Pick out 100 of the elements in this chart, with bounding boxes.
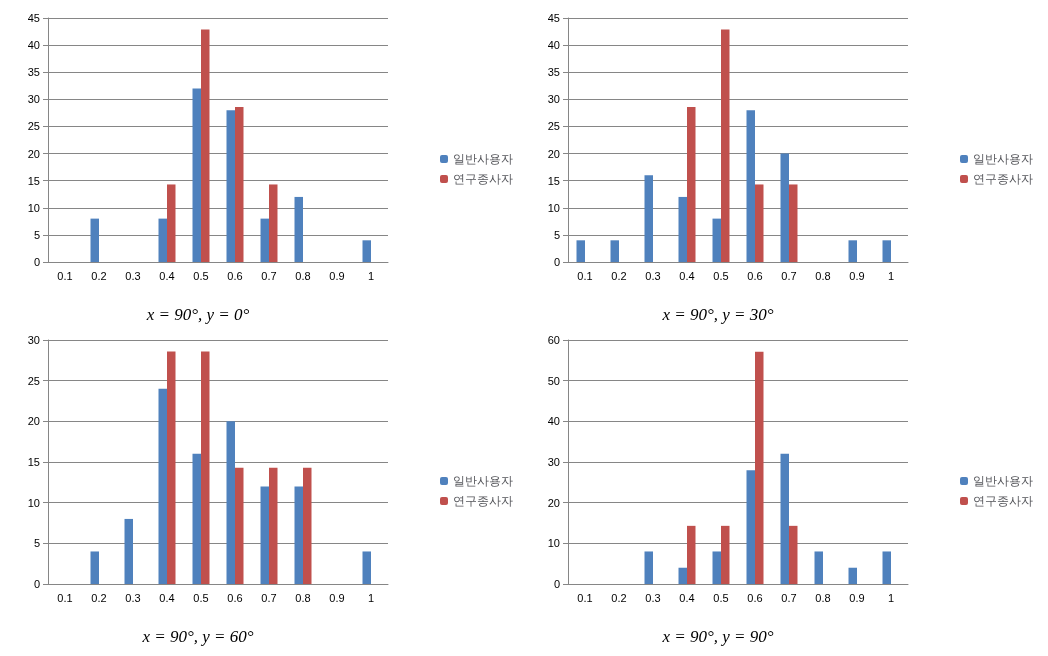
bar (362, 240, 371, 262)
legend-label: 일반사용자 (973, 474, 1033, 488)
bar (362, 551, 371, 584)
x-tick-label: 1 (367, 591, 375, 604)
bar (721, 29, 730, 262)
bar (192, 88, 201, 262)
bar (90, 218, 99, 262)
x-tick-label: 0.7 (261, 269, 277, 282)
bar (780, 453, 789, 584)
legend-label: 일반사용자 (453, 474, 513, 488)
y-tick-label: 10 (547, 537, 560, 550)
bar (201, 351, 210, 584)
x-tick-label: 0.5 (193, 269, 209, 282)
bar (644, 551, 653, 584)
x-tick-label: 0.6 (747, 591, 763, 604)
bar (294, 486, 303, 584)
x-tick-label: 1 (887, 591, 895, 604)
bar (167, 351, 176, 584)
y-tick-label: 40 (547, 415, 560, 428)
legend-label: 일반사용자 (453, 152, 513, 166)
x-tick-label: 0.3 (125, 591, 141, 604)
bar (235, 106, 244, 262)
text: x = 90°, y = 0° (145, 305, 250, 324)
bar (848, 567, 857, 584)
bar (721, 525, 730, 584)
bar (167, 184, 176, 262)
bar (260, 218, 269, 262)
x-tick-label: 0.1 (577, 269, 593, 282)
x-tick-label: 0.3 (125, 269, 141, 282)
bar (269, 184, 278, 262)
y-tick-label: 30 (27, 334, 40, 346)
bar (882, 240, 891, 262)
x-tick-label: 0.2 (91, 591, 107, 604)
bar (226, 110, 235, 262)
text: x = 90°, y = 90° (661, 627, 774, 646)
x-tick-label: 0.9 (849, 269, 865, 282)
bar (192, 453, 201, 584)
x-tick-label: 0.2 (611, 269, 627, 282)
x-tick-label: 0.4 (159, 269, 175, 282)
y-tick-label: 5 (33, 228, 40, 241)
y-tick-label: 15 (27, 174, 40, 187)
text: x = 90°, y = 30° (661, 305, 774, 324)
bar (789, 184, 798, 262)
bar (269, 467, 278, 584)
legend-label: 연구종사자 (973, 172, 1033, 186)
bar (678, 567, 687, 584)
x-tick-label: 0.6 (227, 591, 243, 604)
bar (201, 29, 210, 262)
x-tick-label: 0.2 (91, 269, 107, 282)
x-tick-label: 0.7 (781, 591, 797, 604)
bar (687, 106, 696, 262)
x-tick-label: 0.1 (57, 591, 73, 604)
bar (789, 525, 798, 584)
x-tick-label: 0.7 (261, 591, 277, 604)
y-tick-label: 5 (553, 228, 560, 241)
x-tick-label: 0.8 (815, 591, 831, 604)
x-tick-label: 0.1 (57, 269, 73, 282)
x-tick-label: 0.7 (781, 269, 797, 282)
legend-label: 연구종사자 (973, 494, 1033, 508)
y-tick-label: 25 (27, 120, 40, 133)
x-tick-label: 0.5 (713, 269, 729, 282)
y-tick-label: 25 (547, 120, 560, 133)
bar (882, 551, 891, 584)
bar (610, 240, 619, 262)
legend-label: 일반사용자 (973, 152, 1033, 166)
x-tick-label: 0.4 (679, 591, 695, 604)
bar (755, 351, 764, 584)
x-tick-label: 0.8 (295, 269, 311, 282)
x-tick-label: 0.3 (645, 591, 661, 604)
bar (746, 110, 755, 262)
y-tick-label: 40 (547, 39, 560, 52)
y-tick-label: 10 (27, 201, 40, 214)
y-tick-label: 35 (547, 66, 560, 79)
bar (712, 551, 721, 584)
x-tick-label: 0.4 (159, 591, 175, 604)
bar (848, 240, 857, 262)
y-tick-label: 25 (27, 374, 40, 387)
x-tick-label: 1 (367, 269, 375, 282)
x-tick-label: 0.6 (227, 269, 243, 282)
legend-label: 연구종사자 (453, 494, 513, 508)
x-tick-label: 0.1 (577, 591, 593, 604)
x-tick-label: 0.8 (295, 591, 311, 604)
y-tick-label: 45 (547, 12, 560, 24)
y-tick-label: 10 (27, 496, 40, 509)
text: x = 90°, y = 60° (141, 627, 254, 646)
bar (712, 218, 721, 262)
y-tick-label: 35 (27, 66, 40, 79)
bar (755, 184, 764, 262)
y-tick-label: 60 (547, 334, 560, 346)
bar (644, 175, 653, 262)
bar (158, 388, 167, 584)
bar (303, 467, 312, 584)
y-tick-label: 0 (33, 578, 40, 590)
bar (235, 467, 244, 584)
y-tick-label: 30 (547, 456, 560, 468)
x-tick-label: 0.2 (611, 591, 627, 604)
bar (90, 551, 99, 584)
bar (746, 470, 755, 584)
x-tick-label: 0.3 (645, 269, 661, 282)
bar (294, 196, 303, 262)
